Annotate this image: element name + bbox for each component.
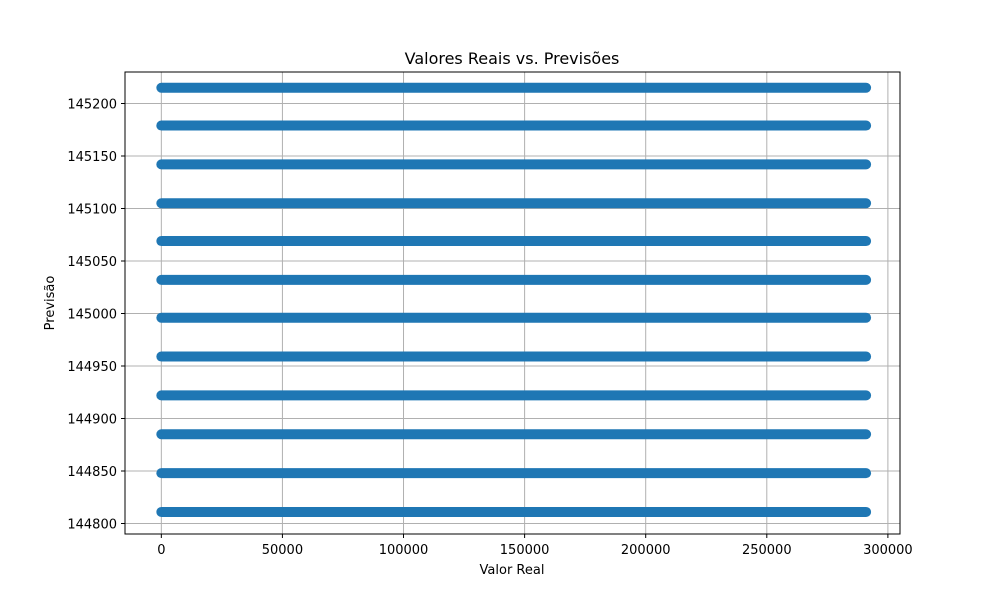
y-tick-label: 145100 <box>67 203 117 218</box>
x-axis-label: Valor Real <box>480 563 545 578</box>
x-tick-label: 300000 <box>863 543 913 558</box>
x-tick-label: 200000 <box>621 543 671 558</box>
y-tick-label: 145050 <box>67 255 117 270</box>
y-tick-label: 144900 <box>67 413 117 428</box>
y-axis-label: Previsão <box>43 276 58 331</box>
plot-frame <box>124 71 901 535</box>
y-tick-label: 144950 <box>67 360 117 375</box>
x-axis-ticks: 0 50000 100000 150000 200000 250000 300000 <box>157 534 913 558</box>
x-tick-label: 0 <box>157 543 165 558</box>
y-tick-label: 145000 <box>67 308 117 323</box>
x-tick-label: 100000 <box>379 543 429 558</box>
x-tick-label: 50000 <box>262 543 303 558</box>
data-points <box>156 82 872 517</box>
y-axis-ticks: 144800 144850 144900 144950 145000 145050 1451… <box>67 98 125 533</box>
chart-title: Valores Reais vs. Previsões <box>405 49 620 68</box>
y-tick-label: 144850 <box>67 465 117 480</box>
x-tick-label: 150000 <box>500 543 550 558</box>
y-tick-label: 145200 <box>67 98 117 113</box>
x-tick-label: 250000 <box>742 543 792 558</box>
y-tick-label: 145150 <box>67 150 117 165</box>
y-tick-label: 144800 <box>67 518 117 533</box>
